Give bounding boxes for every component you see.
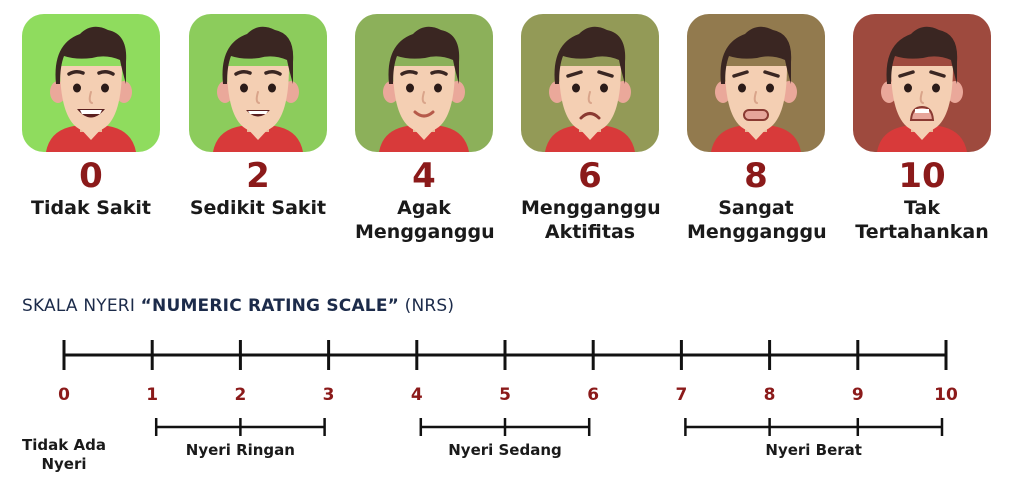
pain-face-6: 6 Mengganggu Aktifitas [521,14,661,244]
face-score: 2 [246,156,270,196]
face-illustration [521,14,659,152]
scale-tick-label: 7 [675,385,687,405]
scale-tick-label: 4 [411,385,423,405]
scale-title: SKALA NYERI “NUMERIC RATING SCALE” (NRS) [22,296,455,316]
range-label: Nyeri Ringan [186,441,295,459]
face-score: 6 [578,156,602,196]
scale-tick-label: 9 [852,385,864,405]
face-label: Agak Mengganggu [355,197,495,243]
scale-tick-label: 8 [764,385,776,405]
face-illustration [22,14,160,152]
face-illustration [687,14,825,152]
scale-tick-label: 6 [587,385,599,405]
scale-tick-label: 10 [934,385,958,405]
face-illustration [189,14,327,152]
pain-face-8: 8 Sangat Mengganggu [687,14,827,244]
numeric-rating-scale: 0 1 2 3 4 5 6 7 8 9 10 Tidak Ada Nyeri Nyeri Ringan Ny… [22,340,958,473]
scale-tick-label: 2 [234,385,246,405]
scale-tick-label: 0 [58,385,70,405]
pain-face-4: 4 Agak Mengganggu [355,14,495,244]
range-label: Nyeri Berat [765,441,862,459]
pain-faces-row: 0 Tidak Sakit 2 Sedikit Sakit 4 Agak Menggang… [22,14,991,244]
face-illustration [355,14,493,152]
face-label: Tidak Sakit [31,197,151,219]
face-score: 8 [744,156,768,196]
pain-face-2: 2 Sedikit Sakit [189,14,327,220]
face-illustration [853,14,991,152]
range-label: Nyeri Sedang [448,441,562,459]
face-label: Mengganggu Aktifitas [521,197,661,243]
face-label: Sedikit Sakit [189,197,327,219]
face-score: 10 [898,156,946,196]
pain-face-10: 10 Tak Tertahankan [853,14,991,244]
scale-tick-label: 1 [146,385,158,405]
pain-face-0: 0 Tidak Sakit [22,14,160,220]
face-label: Tak Tertahankan [855,197,989,243]
face-score: 0 [79,156,103,196]
range-label: Tidak Ada Nyeri [22,436,106,473]
face-score: 4 [412,156,436,196]
scale-tick-label: 5 [499,385,511,405]
face-label: Sangat Mengganggu [687,197,827,243]
scale-tick-label: 3 [323,385,335,405]
